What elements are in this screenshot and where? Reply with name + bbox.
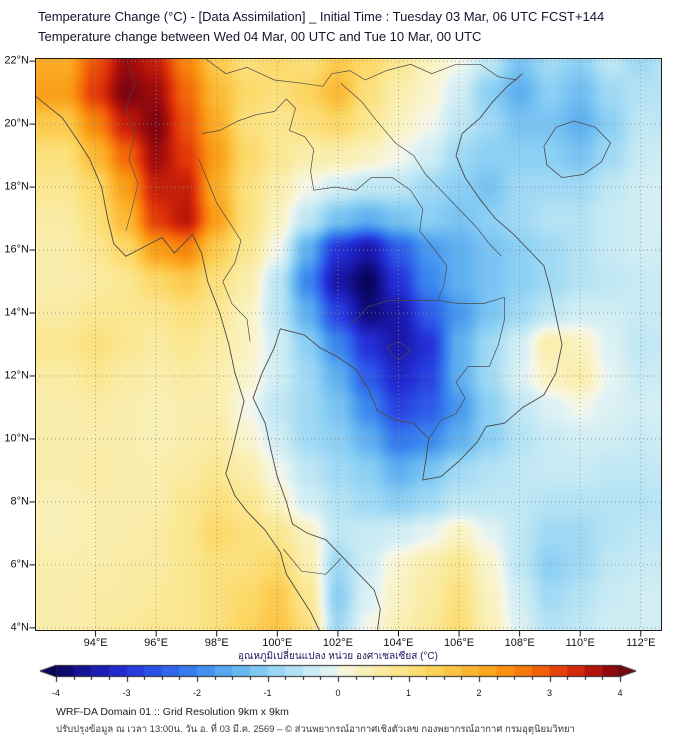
colorbar-tick-label: -1	[263, 688, 272, 698]
colorbar-tick-label: -4	[51, 688, 61, 698]
heatmap-canvas	[35, 58, 662, 631]
colorbar-tick-label: 0	[335, 688, 341, 698]
page-title: Temperature Change (°C) - [Data Assimila…	[38, 9, 605, 24]
map-frame	[35, 58, 662, 631]
colorbar-tick-label: -3	[122, 688, 131, 698]
y-axis-tick-label: 18°N	[4, 180, 29, 193]
credit-text: ปรับปรุงข้อมูล ณ เวลา 13:00น. วัน อ. ที่…	[56, 724, 575, 735]
domain-info-text: WRF-DA Domain 01 :: Grid Resolution 9km …	[56, 706, 289, 718]
x-axis-tick-label: 106°E	[444, 637, 475, 649]
colorbar-canvas	[38, 664, 638, 686]
y-axis-tick-label: 16°N	[4, 243, 29, 256]
y-axis-tick-label: 8°N	[10, 495, 29, 508]
map-overlay-svg	[29, 57, 662, 637]
colorbar-title: อุณหภูมิเปลี่ยนแปลง หน่วย องศาเซลเซียส (…	[238, 651, 438, 662]
x-axis-tick-label: 108°E	[504, 637, 535, 649]
y-axis-tick-label: 4°N	[10, 621, 29, 634]
colorbar-tick-label: 2	[476, 688, 482, 698]
colorbar-tick-label: 1	[405, 688, 412, 698]
x-axis-tick-label: 112°E	[626, 637, 656, 649]
y-axis-tick-label: 20°N	[4, 117, 29, 130]
coastline-overlay	[34, 57, 611, 632]
temperature-map	[29, 57, 662, 637]
x-axis-tick-label: 102°E	[322, 637, 353, 649]
y-axis-tick-label: 14°N	[4, 306, 29, 319]
colorbar-tick-label: 4	[617, 688, 623, 698]
x-axis-tick-label: 100°E	[262, 637, 293, 649]
x-axis-tick-label: 96°E	[144, 637, 169, 649]
x-axis-tick-label: 110°E	[565, 637, 595, 649]
y-axis-tick-label: 10°N	[4, 432, 29, 445]
colorbar-tick-label: -2	[192, 688, 202, 698]
x-axis-tick-label: 104°E	[383, 637, 414, 649]
x-axis-tick-label: 94°E	[83, 637, 108, 649]
y-axis-tick-label: 12°N	[4, 369, 29, 382]
x-axis-tick-label: 98°E	[204, 637, 229, 649]
colorbar-tick-label: 3	[546, 688, 553, 698]
y-axis-tick-label: 6°N	[10, 558, 29, 571]
y-axis-tick-label: 22°N	[4, 54, 29, 67]
page-subtitle: Temperature change between Wed 04 Mar, 0…	[38, 29, 482, 44]
